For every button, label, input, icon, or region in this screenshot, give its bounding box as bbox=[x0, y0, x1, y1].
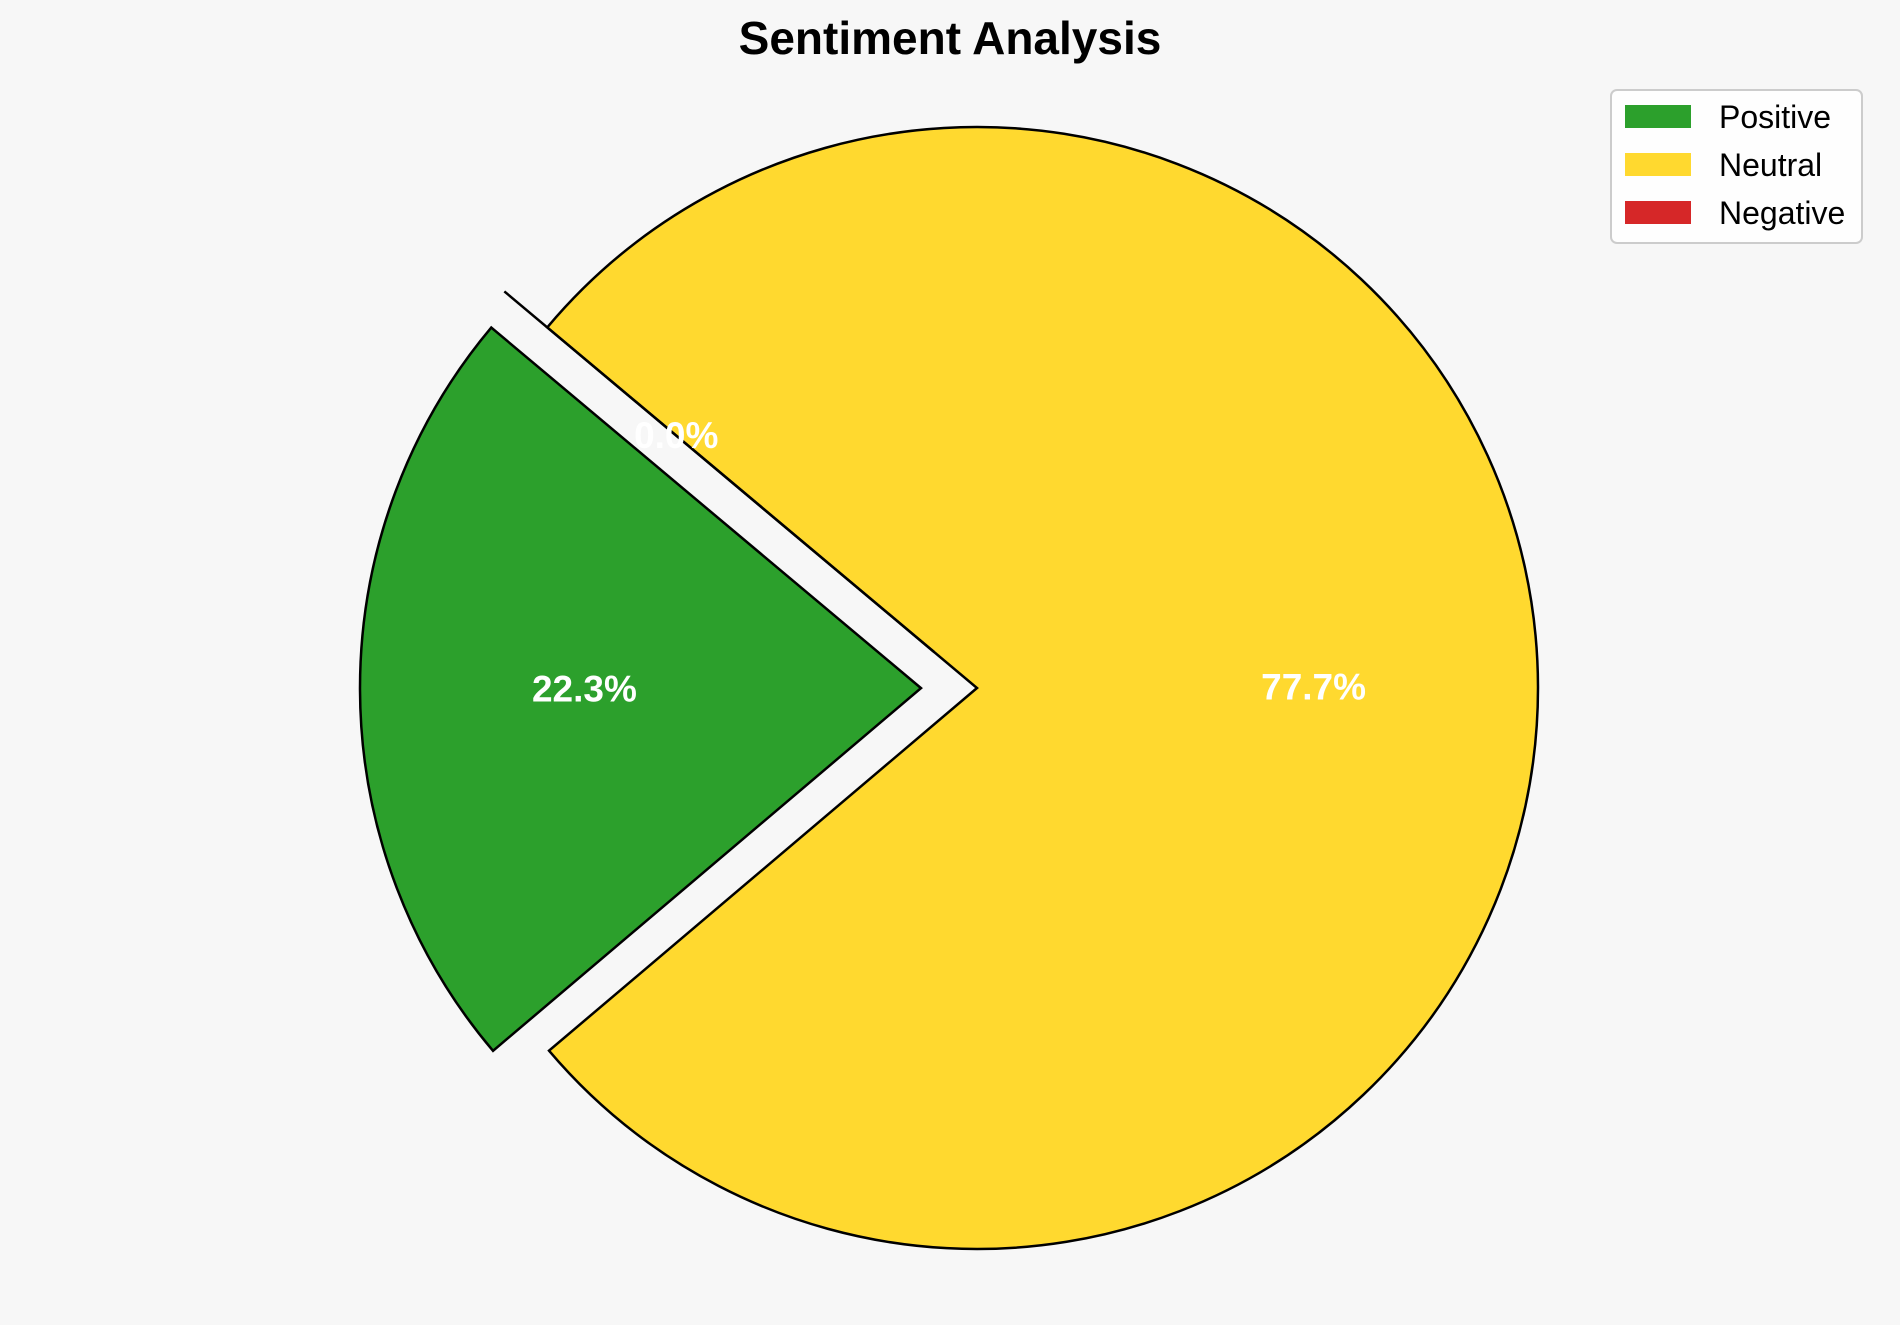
pie-slice-positive bbox=[358, 325, 923, 1053]
slice-labels-group: 22.3% 77.7% 0.0% bbox=[532, 415, 1366, 709]
legend-swatch-positive bbox=[1625, 105, 1691, 128]
slices-group bbox=[358, 125, 1540, 1251]
slice-label-positive: 22.3% bbox=[532, 668, 637, 709]
legend-swatch-negative bbox=[1625, 201, 1691, 224]
slice-label-neutral: 77.7% bbox=[1261, 667, 1366, 708]
legend-label-negative: Negative bbox=[1719, 195, 1845, 231]
pie-slice-neutral bbox=[545, 125, 1540, 1251]
legend-label-neutral: Neutral bbox=[1719, 147, 1822, 183]
slice-label-negative: 0.0% bbox=[634, 415, 718, 456]
legend-label-positive: Positive bbox=[1719, 99, 1831, 135]
legend: Positive Neutral Negative bbox=[1610, 89, 1863, 244]
legend-swatch-neutral bbox=[1625, 153, 1691, 176]
chart-title: Sentiment Analysis bbox=[739, 12, 1162, 64]
pie-slice-negative bbox=[503, 290, 935, 653]
